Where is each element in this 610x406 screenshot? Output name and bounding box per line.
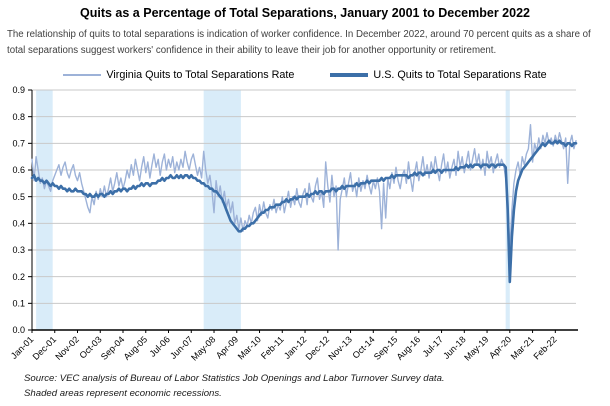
svg-text:0.3: 0.3 [12, 245, 25, 255]
svg-text:0.2: 0.2 [12, 272, 25, 282]
svg-text:Feb-11: Feb-11 [259, 334, 286, 361]
svg-text:May-08: May-08 [189, 334, 217, 362]
svg-text:Dec-12: Dec-12 [304, 334, 332, 362]
svg-text:Apr-09: Apr-09 [214, 334, 240, 360]
svg-text:Feb-22: Feb-22 [531, 334, 558, 361]
source-note: Source: VEC analysis of Bureau of Labor … [24, 373, 445, 384]
svg-text:0.1: 0.1 [12, 299, 25, 309]
svg-text:Aug-05: Aug-05 [122, 334, 150, 362]
us-line-swatch [330, 73, 369, 77]
legend-item-us: U.S. Quits to Total Separations Rate [330, 69, 547, 81]
svg-text:0.5: 0.5 [12, 192, 25, 202]
legend-item-virginia: Virginia Quits to Total Separations Rate [63, 69, 294, 81]
svg-text:Sep-15: Sep-15 [372, 334, 400, 362]
chart-title: Quits as a Percentage of Total Separatio… [80, 6, 530, 20]
svg-text:Apr-20: Apr-20 [487, 334, 513, 360]
chart-footnotes: Source: VEC analysis of Bureau of Labor … [24, 371, 445, 401]
legend-label-us: U.S. Quits to Total Separations Rate [373, 69, 547, 81]
svg-text:Dec-01: Dec-01 [31, 334, 59, 362]
svg-text:Sep-04: Sep-04 [99, 334, 127, 362]
svg-text:May-19: May-19 [462, 334, 490, 362]
svg-text:0.9: 0.9 [12, 85, 25, 95]
svg-text:0.4: 0.4 [12, 219, 25, 229]
svg-text:0.7: 0.7 [12, 139, 25, 149]
virginia-line-swatch [63, 74, 102, 76]
svg-text:0.6: 0.6 [12, 165, 25, 175]
legend-label-virginia: Virginia Quits to Total Separations Rate [106, 69, 295, 81]
recession-shading-note: Shaded areas represent economic recessio… [24, 388, 222, 399]
svg-text:Mar-21: Mar-21 [509, 334, 536, 361]
svg-text:0.8: 0.8 [12, 112, 25, 122]
svg-text:Nov-13: Nov-13 [326, 334, 354, 362]
svg-text:Aug-16: Aug-16 [395, 334, 423, 362]
chart-subtitle: The relationship of quits to total separ… [7, 29, 591, 56]
svg-text:Nov-02: Nov-02 [53, 334, 81, 362]
chart-legend: Virginia Quits to Total Separations Rate… [0, 69, 610, 81]
svg-text:Mar-10: Mar-10 [236, 334, 263, 361]
svg-text:0.0: 0.0 [12, 325, 25, 335]
